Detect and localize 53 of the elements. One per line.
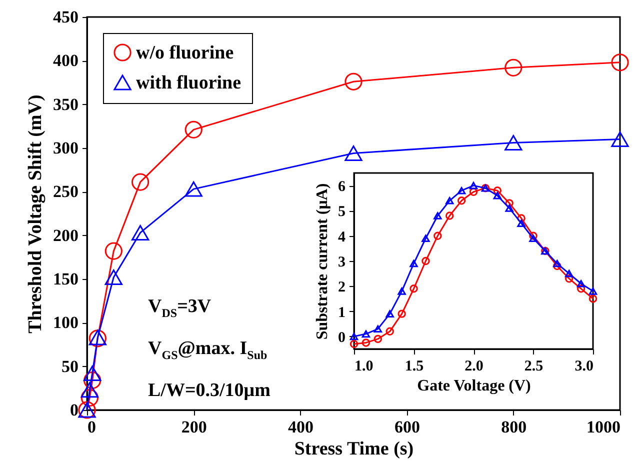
- y-tick-label: 400: [53, 51, 78, 70]
- point: [504, 58, 522, 76]
- point: [104, 270, 122, 285]
- y-tick-label: 5: [338, 204, 346, 220]
- point: [131, 224, 150, 240]
- x-tick-label: 800: [501, 418, 527, 436]
- point: [80, 382, 98, 398]
- point: [504, 135, 522, 150]
- y-axis-title: Threshold Voltage Shift (mV): [25, 94, 46, 334]
- y-tick-label: 450: [53, 8, 78, 26]
- point: [131, 173, 150, 191]
- point: [344, 72, 362, 90]
- point: [80, 388, 98, 407]
- x-axis-title: Stress Time (s): [294, 438, 414, 460]
- x-tick-label: 2.5: [524, 358, 544, 374]
- legend-label: with fluorine: [136, 72, 242, 94]
- x-tick-label: 1.5: [404, 358, 424, 374]
- annotation: V$_{GS}$@max. I$_{Sub}$: [148, 336, 268, 364]
- point: [611, 54, 629, 72]
- point: [104, 242, 122, 260]
- x-axis-title: Gate Voltage (V): [417, 378, 531, 394]
- annotation: L/W=0.3/10μm: [148, 378, 270, 403]
- y-tick-label: 250: [53, 182, 78, 202]
- y-tick-label: 350: [53, 94, 78, 114]
- point: [184, 120, 202, 138]
- point: [611, 132, 629, 147]
- point: [84, 372, 102, 390]
- y-tick-label: 50: [62, 356, 78, 376]
- y-tick-label: 150: [53, 270, 78, 288]
- y-tick-label: 100: [53, 313, 78, 332]
- y-tick-label: 3: [338, 254, 346, 270]
- y-tick-label: 200: [53, 226, 78, 245]
- x-tick-label: 3.0: [574, 358, 594, 374]
- point: [184, 181, 202, 197]
- y-tick-label: 0: [338, 330, 346, 346]
- y-tick-label: 0: [70, 400, 78, 420]
- point: [84, 366, 102, 382]
- x-tick-label: 400: [288, 418, 314, 436]
- annotation: V$_{DS}$=3V: [148, 295, 212, 322]
- x-tick-label: 200: [181, 418, 207, 436]
- x-tick-label: 600: [394, 418, 420, 436]
- legend-label: w/o fluorine: [136, 42, 234, 64]
- x-tick-label: 1000: [586, 418, 620, 436]
- x-tick-label: 2.0: [464, 358, 484, 374]
- y-tick-label: 1: [338, 304, 346, 321]
- y-tick-label: 6: [338, 179, 346, 196]
- y-tick-label: 2: [338, 280, 346, 296]
- y-tick-label: 4: [338, 229, 346, 246]
- y-axis-title: Substrate current (μA): [314, 183, 331, 340]
- x-tick-label: 0: [88, 418, 96, 436]
- point: [344, 146, 362, 161]
- x-tick-label: 1.0: [354, 358, 374, 374]
- y-tick-label: 300: [53, 138, 78, 158]
